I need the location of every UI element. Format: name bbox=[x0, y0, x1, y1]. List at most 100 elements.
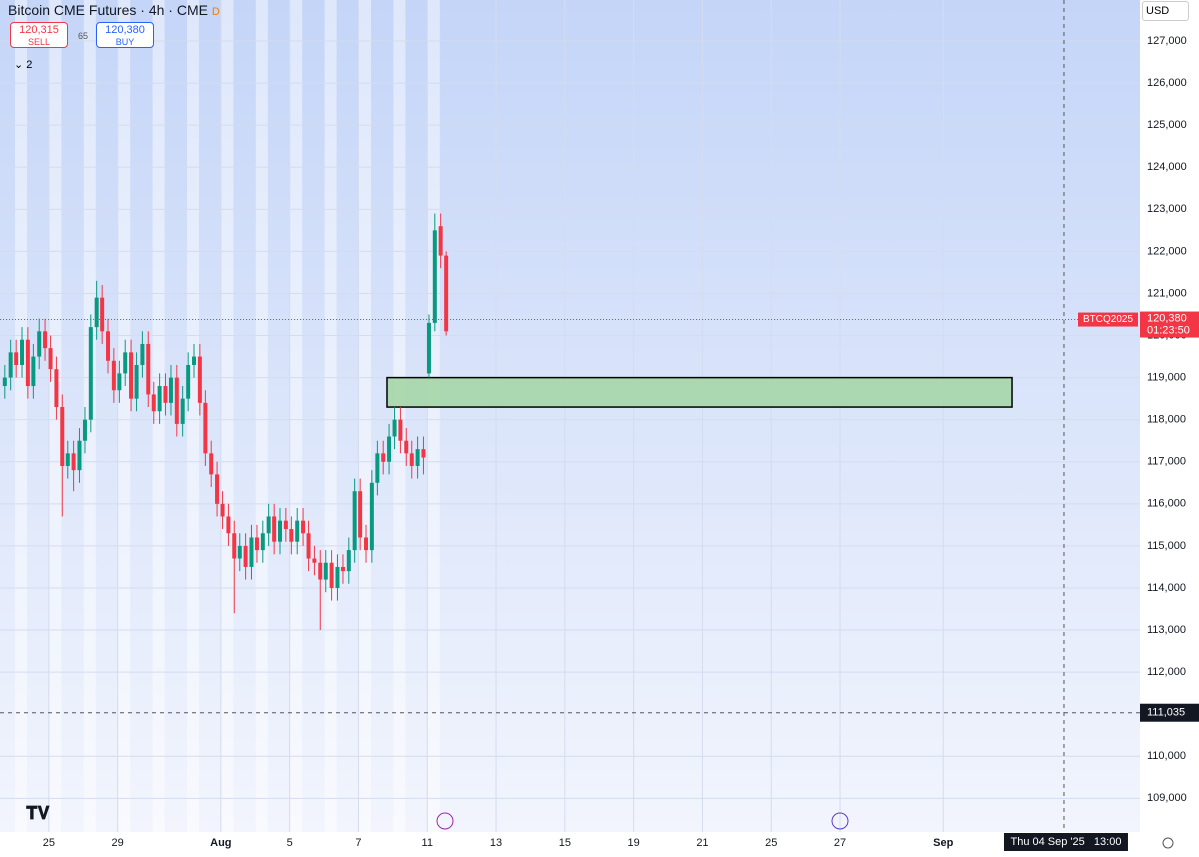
candle-body bbox=[100, 297, 105, 332]
candle-body bbox=[106, 331, 111, 361]
session-shading bbox=[0, 0, 450, 832]
candle-body bbox=[254, 537, 259, 551]
candle-body bbox=[71, 453, 76, 471]
candle-body bbox=[364, 537, 369, 551]
x-tick-label: 29 bbox=[112, 837, 124, 849]
candle-body bbox=[82, 419, 87, 441]
candle-body bbox=[272, 516, 277, 542]
y-tick-label: 122,000 bbox=[1147, 245, 1187, 257]
settings-icon[interactable] bbox=[1162, 837, 1174, 849]
indicators-toggle[interactable]: ⌄ 2 bbox=[14, 59, 33, 71]
sell-price: 120,315 bbox=[19, 24, 59, 36]
candle-body bbox=[168, 377, 173, 403]
candle-body bbox=[306, 533, 311, 559]
symbol-tag-bg bbox=[1078, 312, 1138, 327]
candle-body bbox=[31, 356, 36, 387]
sell-label: SELL bbox=[27, 37, 51, 47]
candle-body bbox=[215, 474, 220, 504]
symbol-tag: BTCQ2025 bbox=[1083, 314, 1133, 325]
candle-body bbox=[301, 520, 306, 534]
candle-body bbox=[358, 491, 363, 538]
candle-body bbox=[25, 339, 30, 387]
candle-body bbox=[140, 343, 145, 365]
countdown: 01:23:50 bbox=[1147, 324, 1190, 336]
x-tick-label: 15 bbox=[559, 837, 571, 849]
candle-body bbox=[237, 545, 242, 559]
x-tick-label: Aug bbox=[210, 837, 231, 849]
candle-body bbox=[14, 352, 19, 365]
candle-body bbox=[335, 566, 340, 588]
y-tick-label: 109,000 bbox=[1147, 792, 1187, 804]
y-tick-label: 125,000 bbox=[1147, 119, 1187, 131]
candle-body bbox=[20, 339, 25, 365]
logo: 𝐓𝐕 bbox=[26, 803, 51, 823]
candle-body bbox=[266, 516, 271, 534]
candle-body bbox=[346, 550, 351, 572]
candle-body bbox=[375, 453, 380, 483]
candle-body bbox=[398, 419, 403, 441]
zone bbox=[386, 376, 1013, 408]
candle-body bbox=[289, 529, 294, 542]
currency-select[interactable]: USD bbox=[1142, 1, 1189, 21]
candle-body bbox=[146, 343, 151, 395]
y-tick-label: 117,000 bbox=[1147, 456, 1186, 468]
time-axis bbox=[0, 832, 1199, 857]
candle-body bbox=[392, 419, 397, 437]
candle-body bbox=[329, 562, 334, 588]
buy-button[interactable]: 120,380 BUY bbox=[96, 22, 154, 48]
candle-body bbox=[295, 520, 300, 542]
candle-body bbox=[174, 377, 179, 424]
candle-body bbox=[48, 348, 53, 370]
candle-body bbox=[232, 533, 237, 559]
y-tick-label: 124,000 bbox=[1147, 161, 1187, 173]
crosshair-y-bg bbox=[1140, 703, 1199, 722]
y-tick-label: 127,000 bbox=[1147, 35, 1187, 47]
candle-body bbox=[65, 453, 70, 466]
x-tick-label: 13 bbox=[490, 837, 502, 849]
candle-body bbox=[94, 297, 99, 328]
candle-body bbox=[415, 449, 420, 466]
buy-label: BUY bbox=[115, 37, 135, 47]
candle-body bbox=[77, 440, 82, 471]
indicators-count: 2 bbox=[26, 59, 33, 71]
x-tick-label: 21 bbox=[696, 837, 708, 849]
candle-body bbox=[352, 491, 357, 551]
event-icon[interactable] bbox=[436, 812, 454, 830]
candle-body bbox=[226, 516, 231, 534]
candle-body bbox=[220, 503, 225, 517]
y-tick-label: 126,000 bbox=[1147, 77, 1187, 89]
buy-price: 120,380 bbox=[105, 24, 145, 36]
candle-body bbox=[278, 520, 283, 542]
candle-body bbox=[88, 327, 93, 420]
x-tick-label: 27 bbox=[834, 837, 846, 849]
currency: USD bbox=[1146, 5, 1170, 17]
spread: 65 bbox=[78, 31, 89, 41]
candle-body bbox=[37, 331, 42, 357]
candle-body bbox=[134, 364, 139, 399]
candle-body bbox=[157, 386, 162, 412]
y-tick-label: 115,000 bbox=[1147, 540, 1186, 552]
price-tag-bg bbox=[1140, 311, 1199, 338]
y-tick-label: 114,000 bbox=[1147, 582, 1186, 594]
crosshair-x-label: Thu 04 Sep '25 13:00 bbox=[1010, 836, 1121, 848]
candle-body bbox=[8, 352, 13, 378]
x-tick-label: Sep bbox=[933, 837, 953, 849]
x-tick-label: 11 bbox=[422, 837, 433, 849]
price-tag: 120,380 bbox=[1147, 312, 1187, 324]
sell-button[interactable]: 120,315 SELL bbox=[10, 22, 68, 48]
candle-body bbox=[444, 255, 449, 332]
candle-body bbox=[111, 360, 116, 391]
candle-body bbox=[312, 558, 317, 563]
crosshair-y-label: 111,035 bbox=[1147, 707, 1185, 719]
candle-body bbox=[123, 352, 128, 374]
candle-body bbox=[180, 398, 185, 424]
candle-body bbox=[43, 331, 48, 349]
candle-body bbox=[381, 453, 386, 462]
candle-body bbox=[421, 449, 426, 458]
candle-body bbox=[209, 453, 214, 475]
goto-icon[interactable] bbox=[831, 812, 849, 830]
candle-body bbox=[197, 356, 202, 403]
y-tick-label: 110,000 bbox=[1147, 750, 1186, 762]
